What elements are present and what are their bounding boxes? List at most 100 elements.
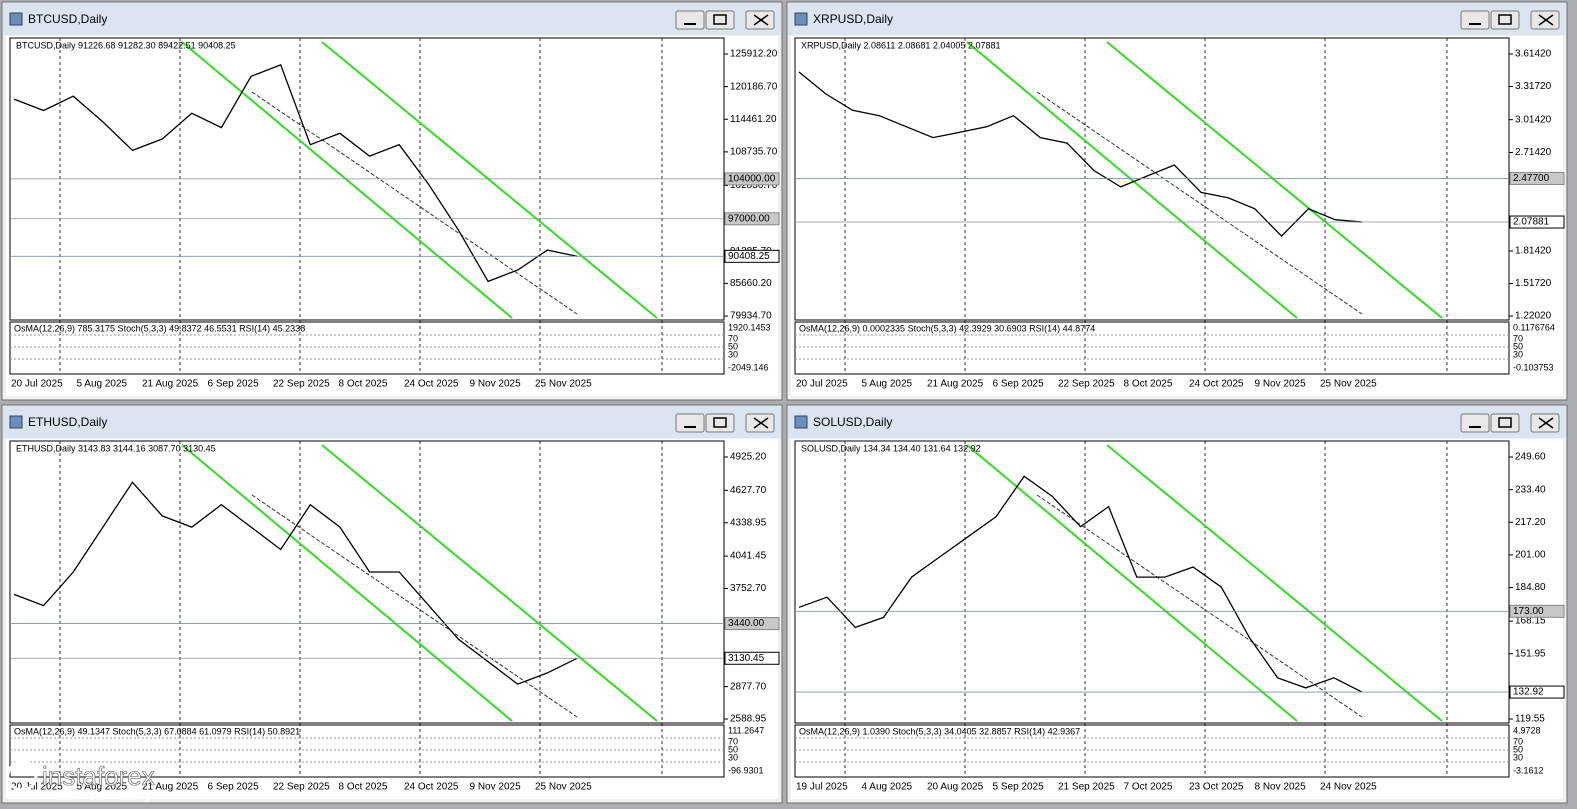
trend-channel — [1106, 41, 1443, 319]
level-label: 2.07881 — [1513, 217, 1550, 228]
date-label: 20 Jul 2025 — [11, 379, 63, 390]
trend-midline — [1036, 494, 1363, 718]
trend-channel — [181, 41, 513, 319]
level-label: 90408.25 — [728, 251, 770, 262]
title-bar — [3, 3, 781, 35]
indicator-panel — [794, 724, 1510, 778]
level-tag — [1509, 604, 1565, 618]
price-line — [13, 64, 578, 283]
window-title: SOLUSD,Daily — [813, 415, 892, 429]
maximize-button[interactable] — [1490, 413, 1520, 433]
date-label: 25 Nov 2025 — [535, 782, 592, 793]
indicator-info: OsMA(12,26,9) 1.0390 Stoch(5,3,3) 34.040… — [799, 726, 1080, 736]
minimize-button[interactable] — [675, 10, 705, 30]
indicator-label: 111.2647 — [728, 725, 764, 735]
date-label: 25 Nov 2025 — [535, 379, 592, 390]
maximize-button[interactable] — [705, 413, 735, 433]
price-label: 201.00 — [1515, 550, 1546, 561]
trend-midline — [251, 91, 578, 315]
main-panel — [794, 440, 1510, 724]
indicator-label: -2049.146 — [728, 362, 769, 372]
date-label: 8 Oct 2025 — [339, 379, 388, 390]
watermark-logo — [6, 760, 38, 792]
date-label: 22 Sep 2025 — [273, 379, 330, 390]
indicator-info: OsMA(12,26,9) 0.0002335 Stoch(5,3,3) 42.… — [799, 323, 1095, 333]
indicator-label: 4.9728 — [1513, 725, 1541, 735]
indicator-label: 70 — [1513, 736, 1523, 746]
indicator-label: -96.9301 — [728, 765, 764, 775]
window-icon — [794, 415, 808, 429]
minimize-button[interactable] — [675, 413, 705, 433]
price-label: 3752.70 — [730, 583, 767, 594]
max-glyph — [713, 14, 727, 25]
minimize-button[interactable] — [1460, 413, 1490, 433]
date-label: 6 Sep 2025 — [208, 782, 260, 793]
date-label: 6 Sep 2025 — [993, 379, 1045, 390]
date-label: 5 Aug 2025 — [77, 379, 128, 390]
date-label: 19 Jul 2025 — [796, 782, 848, 793]
date-label: 24 Nov 2025 — [1320, 782, 1377, 793]
window-title: BTCUSD,Daily — [28, 12, 107, 26]
indicator-label: 70 — [728, 736, 738, 746]
date-label: 21 Aug 2025 — [142, 782, 199, 793]
chart-window: XRPUSD,Daily 3.61420 3.31720 3.01420 2.71420… — [786, 1, 1568, 401]
date-label: 4 Aug 2025 — [862, 782, 913, 793]
price-label: 1.22020 — [1515, 311, 1552, 322]
date-label: 23 Oct 2025 — [1189, 782, 1244, 793]
date-label: 24 Oct 2025 — [404, 379, 459, 390]
close-glyph — [1538, 417, 1554, 429]
level-label: 2.47700 — [1513, 173, 1550, 184]
price-label: 3.01420 — [1515, 114, 1552, 125]
price-label: 151.95 — [1515, 648, 1546, 659]
trend-channel — [321, 41, 658, 319]
price-label: 119.55 — [1515, 714, 1545, 725]
level-tag — [1509, 685, 1565, 699]
date-label: 21 Sep 2025 — [1058, 782, 1115, 793]
title-bar — [788, 3, 1566, 35]
trend-channel — [181, 444, 513, 722]
date-label: 21 Aug 2025 — [142, 379, 199, 390]
max-glyph — [1498, 14, 1512, 25]
level-label: 104000.00 — [728, 174, 776, 185]
price-label: 125912.20 — [730, 49, 778, 60]
title-bar — [3, 406, 781, 438]
minimize-button[interactable] — [1460, 10, 1490, 30]
chart-window: BTCUSD,Daily 125912.20 120186.70 114461.20 1… — [1, 1, 783, 401]
price-line — [798, 475, 1363, 693]
close-glyph — [753, 417, 769, 429]
price-label: 3.61420 — [1515, 49, 1552, 60]
date-label: 9 Nov 2025 — [470, 782, 522, 793]
level-tag — [724, 212, 780, 226]
price-label: 168.15 — [1515, 616, 1546, 627]
level-label: 132.92 — [1513, 687, 1544, 698]
date-label: 24 Oct 2025 — [404, 782, 459, 793]
watermark-tagline: Instant Forex Trading — [46, 791, 150, 803]
level-label: 3440.00 — [728, 618, 765, 629]
price-label: 4925.20 — [730, 452, 767, 463]
date-label: 8 Oct 2025 — [339, 782, 388, 793]
date-label: 22 Sep 2025 — [273, 782, 330, 793]
indicator-label: 30 — [728, 752, 738, 762]
level-label: 97000.00 — [728, 213, 770, 224]
indicator-label: -0.103753 — [1513, 362, 1554, 372]
price-label: 233.40 — [1515, 484, 1546, 495]
indicator-label: 30 — [1513, 349, 1523, 359]
price-label: 4627.70 — [730, 485, 767, 496]
price-label: 2588.95 — [730, 714, 767, 725]
indicator-label: 30 — [728, 349, 738, 359]
maximize-button[interactable] — [705, 10, 735, 30]
chart-window: SOLUSD,Daily 249.60 233.40 217.20 201.00 184.… — [786, 404, 1568, 804]
max-glyph — [713, 417, 727, 428]
date-label: 20 Aug 2025 — [927, 782, 984, 793]
trend-channel — [966, 444, 1298, 722]
symbol-info: XRPUSD,Daily 2.08611 2.08681 2.04005 2.0… — [801, 40, 1000, 50]
indicator-panel — [9, 321, 725, 375]
date-label: 8 Oct 2025 — [1124, 379, 1173, 390]
price-label: 4338.95 — [730, 517, 767, 528]
price-label: 4041.45 — [730, 551, 767, 562]
level-label: 3130.45 — [728, 653, 765, 664]
trend-midline — [1036, 91, 1363, 315]
date-label: 25 Nov 2025 — [1320, 379, 1377, 390]
maximize-button[interactable] — [1490, 10, 1520, 30]
